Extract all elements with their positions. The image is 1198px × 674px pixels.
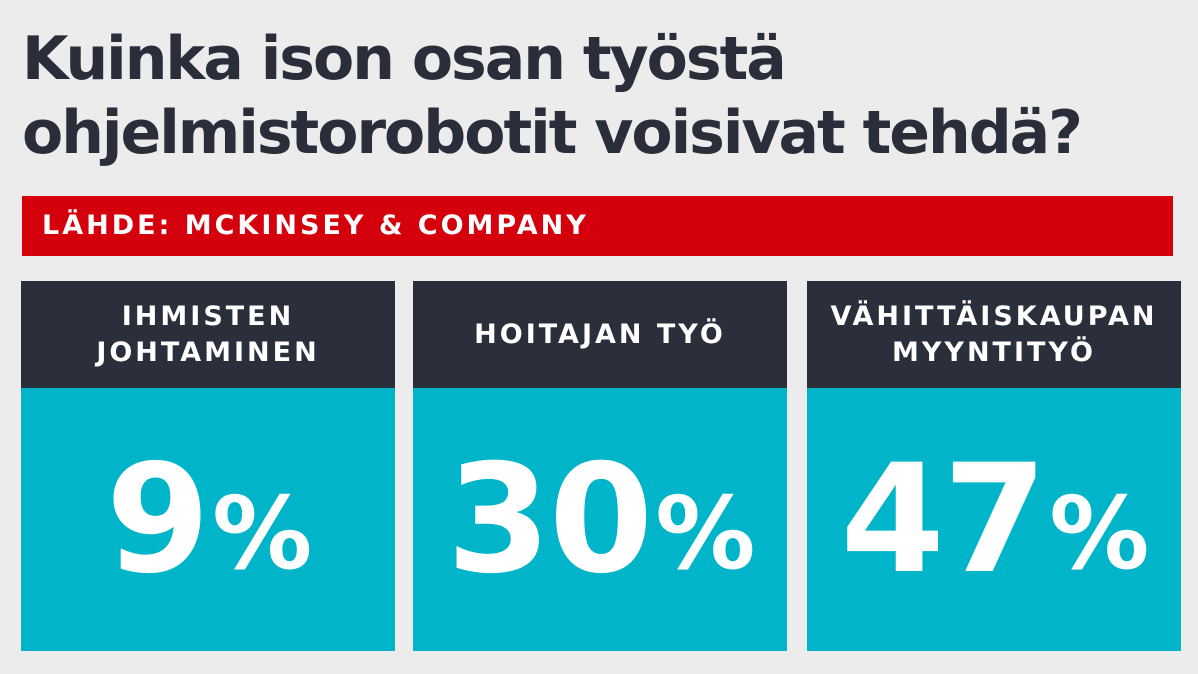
stat-card-label-line-1: HOITAJAN TYÖ — [474, 318, 726, 350]
stat-value-number: 9 — [105, 432, 210, 607]
stat-value-unit: % — [1049, 474, 1149, 592]
stat-card-retail-sales: VÄHITTÄISKAUPAN MYYNTITYÖ 47% — [807, 281, 1181, 651]
stat-value-number: 47 — [840, 432, 1048, 607]
stat-card-value: 9% — [21, 388, 395, 651]
stat-card-header: IHMISTEN JOHTAMINEN — [21, 281, 395, 388]
stat-card-label-line-1: VÄHITTÄISKAUPAN — [830, 300, 1158, 332]
page-title: Kuinka ison osan työstä ohjelmistoroboti… — [22, 22, 1192, 170]
title-line-1: Kuinka ison osan työstä — [22, 24, 787, 94]
stat-value-unit: % — [212, 474, 312, 592]
source-banner: LÄHDE: MCKINSEY & COMPANY — [22, 196, 1173, 256]
stat-card-header: HOITAJAN TYÖ — [413, 281, 787, 388]
stat-card-nursing-work: HOITAJAN TYÖ 30% — [413, 281, 787, 651]
stat-card-header: VÄHITTÄISKAUPAN MYYNTITYÖ — [807, 281, 1181, 388]
stat-card-label-line-2: MYYNTITYÖ — [891, 336, 1096, 368]
stat-value-number: 30 — [446, 432, 654, 607]
stat-card-label-line-2: JOHTAMINEN — [96, 336, 320, 368]
stat-value-unit: % — [655, 474, 755, 592]
title-line-2: ohjelmistorobotit voisivat tehdä? — [22, 98, 1083, 168]
stat-card-people-management: IHMISTEN JOHTAMINEN 9% — [21, 281, 395, 651]
stat-card-value: 30% — [413, 388, 787, 651]
stat-card-label-line-1: IHMISTEN — [121, 300, 295, 332]
stat-card-value: 47% — [807, 388, 1181, 651]
